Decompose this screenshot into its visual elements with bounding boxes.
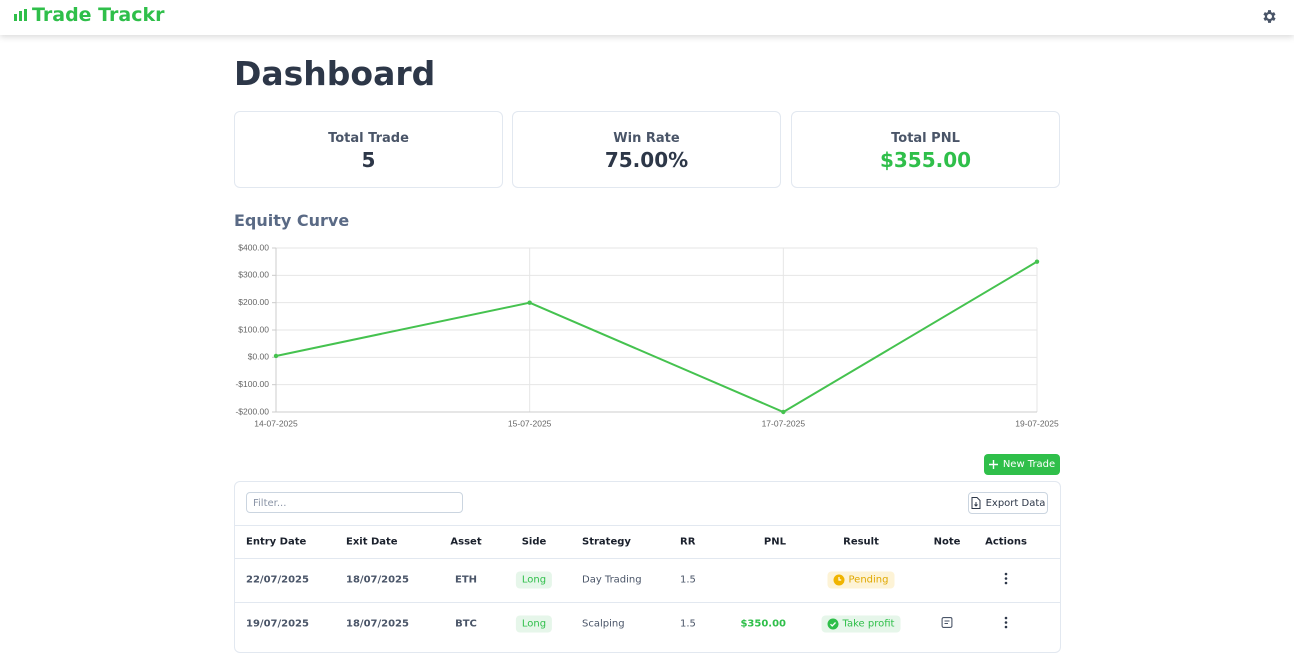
top-bar: Trade Trackr <box>0 0 1294 35</box>
divider <box>235 602 1060 603</box>
y-tick-label: $0.00 <box>248 352 270 362</box>
stat-value: 75.00% <box>604 148 689 172</box>
settings-icon[interactable] <box>1261 8 1278 25</box>
equity-chart: -$200.00 -$100.00 $0.00 $100.00 $200.00 $300.… <box>235 242 1059 428</box>
side-label: Long <box>521 618 547 630</box>
export-label: Export Data <box>985 497 1046 509</box>
y-tick-label: -$100.00 <box>235 379 269 389</box>
stat-value: 5 <box>361 148 376 172</box>
point <box>1034 259 1040 264</box>
entry-date: 19/07/2025 <box>246 618 309 630</box>
result-label: Take profit <box>842 618 895 630</box>
export-icon <box>971 497 981 509</box>
x-tick-label: 14-07-2025 <box>254 418 298 428</box>
rr: 1.5 <box>680 574 696 586</box>
stat-label: Total Trade <box>328 131 409 146</box>
chart-title: Equity Curve <box>234 211 350 230</box>
kebab-icon <box>1004 616 1008 629</box>
result-badge: Pending <box>827 571 895 589</box>
check-icon <box>827 618 839 630</box>
side-label: Long <box>521 574 547 586</box>
point <box>527 300 532 305</box>
column-header: Note <box>933 536 961 548</box>
column-header: PNL <box>763 536 786 548</box>
side-badge: Long <box>515 571 553 589</box>
side-badge: Long <box>515 615 553 633</box>
x-tick-label: 19-07-2025 <box>1015 418 1059 428</box>
x-tick-label: 15-07-2025 <box>508 418 552 428</box>
stat-value: $355.00 <box>879 148 972 172</box>
exit-date: 18/07/2025 <box>346 574 409 586</box>
new-trade-button[interactable]: New Trade <box>984 454 1060 475</box>
asset: ETH <box>454 574 478 586</box>
note-svg <box>941 617 953 628</box>
divider <box>235 525 1060 526</box>
note-icon[interactable] <box>941 617 953 631</box>
export-button[interactable]: Export Data <box>968 492 1048 514</box>
clock-icon <box>833 574 845 586</box>
pnl: $350.00 <box>740 618 786 630</box>
y-tick-label: $300.00 <box>238 270 269 280</box>
actions-menu[interactable] <box>1004 616 1008 632</box>
logo-icon <box>14 9 27 21</box>
strategy: Day Trading <box>582 574 642 586</box>
new-trade-label: New Trade <box>1002 459 1056 470</box>
stat-label: Total PNL <box>891 131 960 146</box>
equity-line <box>275 260 1038 414</box>
column-header: Side <box>521 536 547 548</box>
kebab-icon <box>1004 572 1008 585</box>
strategy: Scalping <box>582 618 625 630</box>
actions-menu[interactable] <box>1004 572 1008 588</box>
column-header: Entry Date <box>246 536 307 548</box>
result-badge: Take profit <box>821 615 901 633</box>
point <box>273 353 279 359</box>
y-tick-label: -$200.00 <box>235 406 269 416</box>
entry-date: 22/07/2025 <box>246 574 309 586</box>
stat-card: Total Trade 5 <box>234 111 503 188</box>
column-header: Result <box>843 536 879 548</box>
plus-icon <box>988 460 998 469</box>
x-tick-label: 17-07-2025 <box>762 418 806 428</box>
exit-date: 18/07/2025 <box>346 618 409 630</box>
column-header: RR <box>680 536 696 548</box>
result-label: Pending <box>848 574 889 586</box>
column-header: Actions <box>985 536 1027 548</box>
filter-input[interactable]: Filter... <box>246 492 463 513</box>
asset: BTC <box>455 618 477 630</box>
y-tick-label: $100.00 <box>238 324 269 334</box>
column-header: Exit Date <box>346 536 398 548</box>
logo[interactable]: Trade Trackr <box>14 4 165 26</box>
stat-card: Total PNL $355.00 <box>791 111 1060 188</box>
page-title: Dashboard <box>234 54 436 93</box>
stat-label: Win Rate <box>613 131 680 146</box>
y-tick-label: $400.00 <box>238 242 269 252</box>
y-tick-label: $200.00 <box>238 297 269 307</box>
column-header: Strategy <box>582 536 631 548</box>
rr: 1.5 <box>680 618 696 630</box>
point <box>781 409 786 415</box>
stat-card: Win Rate 75.00% <box>512 111 781 188</box>
app-name: Trade Trackr <box>32 4 165 26</box>
column-header: Asset <box>450 536 482 548</box>
divider <box>235 558 1060 559</box>
